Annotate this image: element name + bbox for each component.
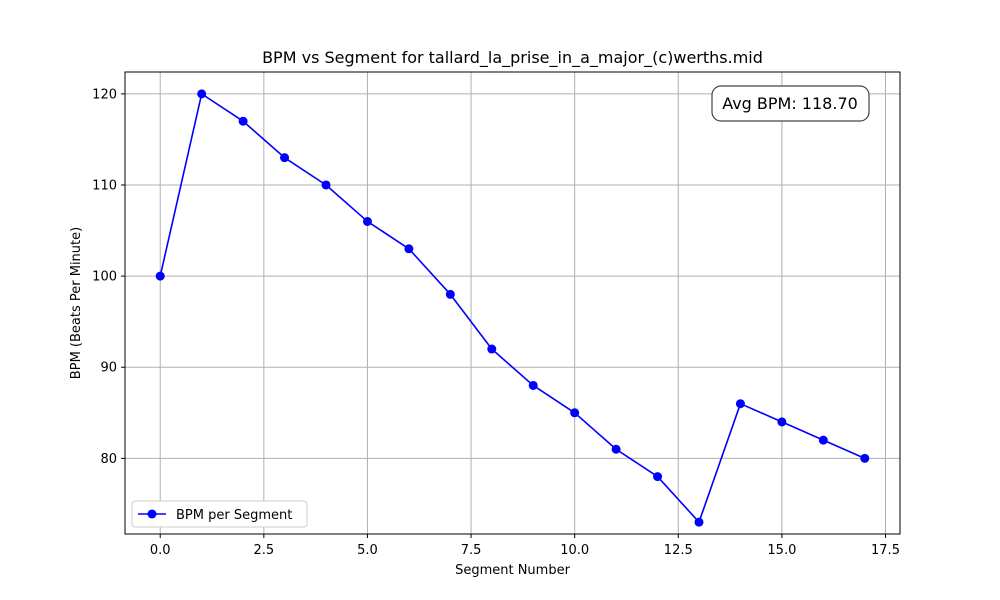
x-axis-ticks: 0.0 2.5 5.0 7.5 10.0 12.5 15.0 17.5 — [150, 534, 900, 558]
y-axis-label: BPM (Beats Per Minute) — [69, 227, 84, 379]
data-point — [735, 399, 745, 409]
legend-frame — [131, 500, 308, 528]
x-tick-label: 5.0 — [357, 543, 378, 558]
legend: BPM per Segment — [131, 500, 308, 528]
y-tick-label: 100 — [92, 270, 117, 285]
data-point — [528, 380, 538, 390]
y-tick-label: 90 — [100, 361, 117, 376]
series-group — [155, 89, 870, 527]
data-point — [611, 444, 621, 454]
legend-marker-swatch — [147, 509, 157, 519]
data-point — [653, 472, 663, 482]
data-point — [694, 517, 704, 527]
data-point — [197, 89, 207, 99]
x-tick-label: 7.5 — [461, 543, 482, 558]
x-tick-label: 0.0 — [150, 543, 171, 558]
data-point — [487, 344, 497, 354]
annotation-text: Avg BPM: 118.70 — [722, 94, 858, 113]
x-tick-label: 2.5 — [253, 543, 274, 558]
data-point — [860, 453, 870, 463]
data-point — [818, 435, 828, 445]
y-tick-label: 120 — [92, 87, 117, 102]
data-point — [321, 180, 331, 190]
data-point — [238, 116, 248, 126]
series-line — [159, 93, 866, 523]
chart-title: BPM vs Segment for tallard_la_prise_in_a… — [262, 48, 763, 68]
y-axis-ticks: 80 90 100 110 120 — [92, 87, 125, 467]
y-tick-label: 80 — [100, 452, 117, 467]
data-point — [280, 153, 290, 163]
x-tick-label: 17.5 — [871, 543, 900, 558]
data-point — [777, 417, 787, 427]
data-point — [570, 408, 580, 418]
data-point — [404, 244, 414, 254]
legend-entry-label: BPM per Segment — [176, 508, 292, 523]
x-tick-label: 15.0 — [767, 543, 796, 558]
x-tick-label: 10.0 — [560, 543, 589, 558]
data-point — [445, 289, 455, 299]
plot-frame — [124, 71, 901, 535]
data-point — [155, 271, 165, 281]
y-tick-label: 110 — [92, 178, 117, 193]
annotation-box — [711, 85, 870, 122]
average-bpm-annotation: Avg BPM: 118.70 — [711, 85, 870, 122]
data-point — [362, 216, 372, 226]
x-tick-label: 12.5 — [664, 543, 693, 558]
x-axis-label: Segment Number — [455, 563, 571, 578]
